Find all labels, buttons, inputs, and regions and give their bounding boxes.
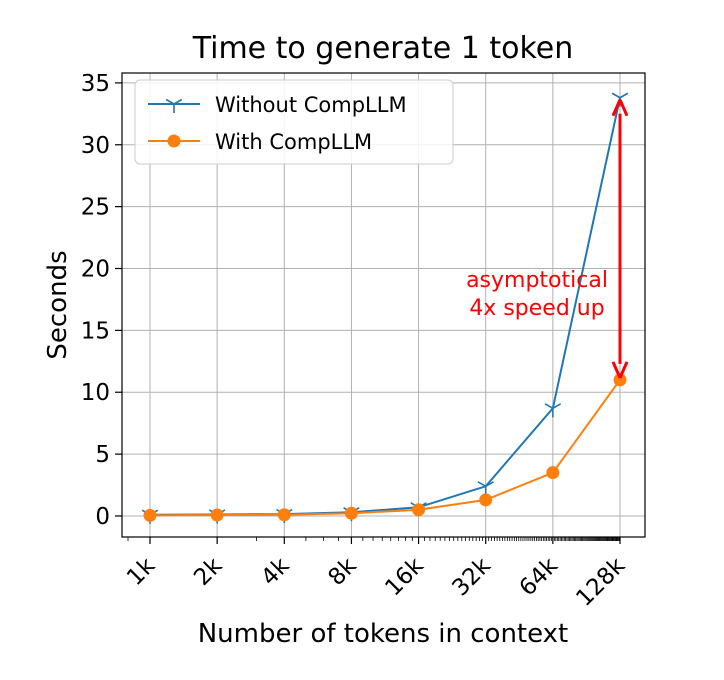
y-tick-label: 0 [95,504,110,530]
data-point [143,508,157,522]
data-point [344,506,358,520]
series-line [149,379,621,517]
x-tick-label: 64k [515,552,564,601]
legend: Without CompLLM With CompLLM [134,79,454,165]
data-point [546,466,560,480]
x-tick-label: 16k [380,552,429,601]
annotation-arrow-head-top [611,99,629,117]
y-tick-label: 35 [81,71,110,97]
x-tick-label: 4k [256,552,295,591]
x-tick-label: 8k [324,552,363,591]
legend-box [134,79,454,165]
data-point [479,493,493,507]
series-1 [143,373,627,522]
chart-title: Time to generate 1 token [192,31,574,66]
data-point [412,503,426,517]
x-tick-label: 128k [571,552,630,611]
y-tick-label: 5 [95,442,110,468]
x-tick-label: 2k [189,552,228,591]
y-tick-label: 10 [81,380,110,406]
data-point [613,373,627,387]
grid [122,73,645,537]
annotation: asymptotical 4x speed up [466,99,629,379]
y-tick-label: 15 [81,318,110,344]
minor-ticks [127,537,620,541]
x-tick-label: 1k [122,552,161,591]
series [141,92,629,524]
data-point [210,508,224,522]
legend-marker [167,134,181,148]
y-tick-label: 20 [81,256,110,282]
plot-frame [121,72,646,538]
y-tick-label: 30 [81,133,110,159]
x-tick-label: 32k [447,552,496,601]
data-point [277,508,291,522]
annotation-arrow-head-bottom [611,361,629,379]
data-point [544,403,562,418]
annotation-text: 4x speed up [469,296,604,321]
y-tick-label: 25 [81,195,110,221]
y-axis-title: Seconds [43,250,73,359]
legend-label: Without CompLLM [215,93,407,117]
annotation-text: asymptotical [466,268,608,293]
legend-label: With CompLLM [215,130,372,154]
x-axis-title: Number of tokens in context [198,619,569,649]
legend-marker [165,98,183,113]
